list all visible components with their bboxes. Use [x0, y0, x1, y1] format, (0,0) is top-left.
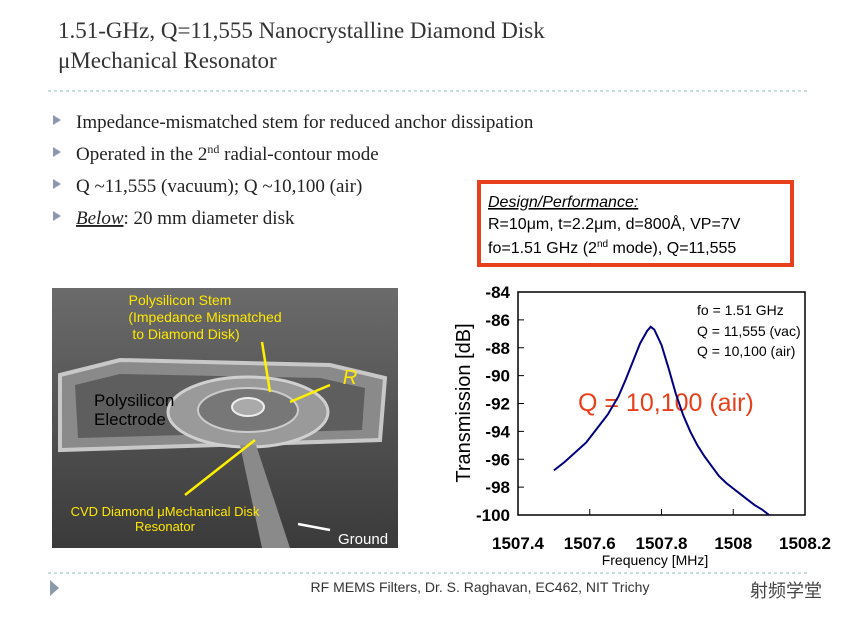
x-tick-label: 1507.6 [564, 534, 616, 553]
radius-label: R [343, 367, 357, 389]
x-tick-label: 1507.4 [492, 534, 545, 553]
chart: fo = 1.51 GHz Q = 11,555 (vac) Q = 10,10… [453, 283, 831, 568]
y-tick-label: -92 [485, 395, 510, 414]
data-line [553, 325, 770, 516]
bullet-text: Below [76, 208, 124, 229]
x-tick-label: 1508.2 [779, 534, 831, 553]
y-axis-label: Transmission [dB] [453, 323, 475, 482]
stem [231, 397, 265, 417]
y-tick-label: -100 [476, 506, 510, 525]
plot-area [517, 291, 806, 516]
design-heading: Design/Performance: [488, 194, 638, 211]
stem-label: to Diamond Disk) [132, 326, 239, 342]
y-tick-label: -88 [485, 339, 510, 358]
photo-labels: Polysilicon Stem (Impedance Mismatched t… [71, 292, 358, 534]
y-tick-label: -84 [485, 283, 510, 302]
chart-annotation: Q = 11,555 (vac) [697, 323, 801, 339]
x-tick-label: 1508 [714, 534, 752, 553]
bullets: Impedance-mismatched stem for reduced an… [53, 112, 534, 229]
footer: RF MEMS Filters, Dr. S. Raghavan, EC462,… [311, 579, 650, 595]
y-tick-label: -86 [485, 311, 510, 330]
pointer-arrows [184, 341, 331, 496]
stem-label: (Impedance Mismatched [128, 309, 281, 325]
y-tick-label: -90 [485, 367, 510, 386]
bullet: Q ~11,555 (vacuum); Q ~10,100 (air) [76, 176, 362, 197]
y-tick-label: -96 [485, 450, 510, 469]
bullet: Impedance-mismatched stem for reduced an… [76, 112, 534, 133]
ground-arrow [297, 522, 331, 532]
disk-label: Resonator [135, 519, 196, 534]
footer-marker [50, 580, 59, 596]
stem-label: Polysilicon Stem [129, 292, 232, 308]
chart-annotation: fo = 1.51 GHz [697, 302, 784, 318]
chart-annotation: Q = 10,100 (air) [697, 343, 795, 359]
design-text: fo=1.51 GHz (2 [488, 240, 597, 257]
superscript: nd [597, 239, 608, 250]
title-line: 1.51-GHz, Q=11,555 Nanocrystalline Diamo… [58, 18, 545, 43]
disk-label: CVD Diamond μMechanical Disk [71, 504, 260, 519]
design-line: R=10μm, t=2.2μm, d=800Å, VP=7V [488, 214, 741, 233]
electrode-label: Polysilicon [94, 391, 174, 410]
highlight-annotation: Q = 10,100 (air) [578, 389, 754, 417]
sem-photo: Polysilicon Stem (Impedance Mismatched t… [52, 288, 398, 548]
bullet-text: Impedance-mismatched stem for reduced an… [76, 112, 534, 133]
x-axis-label: Frequency [MHz] [602, 552, 709, 568]
watermark: 射频学堂 [750, 581, 822, 601]
design-line: fo=1.51 GHz (2nd mode), Q=11,555 [488, 239, 736, 257]
bullet-text: Q ~11,555 (vacuum); Q ~10,100 (air) [76, 176, 362, 197]
electrode-label: Electrode [94, 410, 166, 429]
bullet-text: : 20 mm diameter disk [124, 208, 295, 229]
bullet-text: Operated in the 2 [76, 144, 207, 165]
y-tick-label: -98 [485, 478, 510, 497]
x-tick-label: 1507.8 [636, 534, 688, 553]
bullet-text: radial-contour mode [219, 144, 378, 165]
ground-label: Ground [338, 531, 388, 548]
title: 1.51-GHz, Q=11,555 Nanocrystalline Diamo… [58, 18, 545, 73]
superscript: nd [207, 142, 219, 156]
y-tick-label: -94 [485, 422, 510, 441]
design-text: Design/Performance: R=10μm, t=2.2μm, d=8… [488, 194, 741, 257]
bullet-marker [53, 115, 61, 221]
design-box [477, 180, 794, 267]
ground-trace [240, 445, 290, 548]
bullet: Below: 20 mm diameter disk [76, 208, 295, 229]
bullet: Operated in the 2nd radial-contour mode [76, 142, 379, 165]
title-line: μMechanical Resonator [58, 48, 277, 73]
design-text: mode), Q=11,555 [608, 240, 736, 257]
